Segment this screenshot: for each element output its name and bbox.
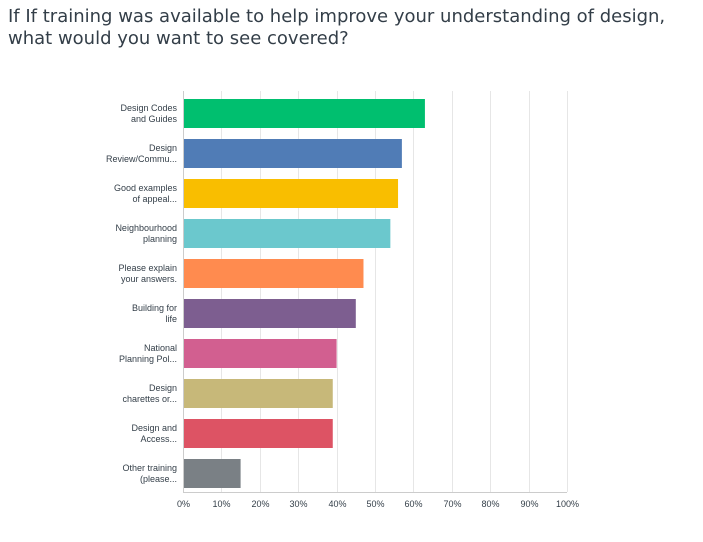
category-label: Design Codes bbox=[120, 103, 177, 113]
category-label: National bbox=[144, 343, 177, 353]
bar bbox=[184, 299, 356, 328]
category-label: Planning Pol... bbox=[119, 354, 177, 364]
page-title: If If training was available to help imp… bbox=[8, 6, 666, 49]
category-label: Good examples bbox=[114, 183, 178, 193]
x-axis-ticks: 0% 10% 20% 30% 40% 50% 60% 70% 80% 90% 100% bbox=[177, 499, 579, 509]
x-tick-label: 30% bbox=[289, 499, 307, 509]
category-label: planning bbox=[143, 234, 177, 244]
bar bbox=[184, 419, 333, 448]
category-label: Design bbox=[149, 383, 177, 393]
category-label: Review/Commu... bbox=[106, 154, 177, 164]
category-label: Other training bbox=[122, 463, 177, 473]
category-label: Please explain bbox=[118, 263, 177, 273]
bar bbox=[184, 339, 337, 368]
bar bbox=[184, 219, 391, 248]
x-tick-label: 10% bbox=[212, 499, 230, 509]
x-tick-label: 90% bbox=[520, 499, 538, 509]
category-label: and Guides bbox=[131, 114, 178, 124]
category-label: life bbox=[165, 314, 177, 324]
x-tick-label: 80% bbox=[481, 499, 499, 509]
x-tick-label: 0% bbox=[177, 499, 190, 509]
bar bbox=[184, 99, 425, 128]
x-tick-label: 20% bbox=[251, 499, 269, 509]
category-label: Design bbox=[149, 143, 177, 153]
x-tick-label: 100% bbox=[556, 499, 579, 509]
category-label: (please... bbox=[140, 474, 177, 484]
bar bbox=[184, 459, 241, 488]
category-label: Neighbourhood bbox=[115, 223, 177, 233]
bar bbox=[184, 379, 333, 408]
x-tick-label: 70% bbox=[443, 499, 461, 509]
bars bbox=[184, 99, 425, 488]
category-label: Design and bbox=[131, 423, 177, 433]
bar bbox=[184, 259, 364, 288]
category-label: your answers. bbox=[121, 274, 177, 284]
x-tick-label: 50% bbox=[366, 499, 384, 509]
category-label: Access... bbox=[140, 434, 177, 444]
x-tick-label: 40% bbox=[328, 499, 346, 509]
x-tick-label: 60% bbox=[404, 499, 422, 509]
category-label: of appeal... bbox=[132, 194, 177, 204]
bar bbox=[184, 179, 399, 208]
bar bbox=[184, 139, 402, 168]
category-label: charettes or... bbox=[122, 394, 177, 404]
category-label: Building for bbox=[132, 303, 177, 313]
